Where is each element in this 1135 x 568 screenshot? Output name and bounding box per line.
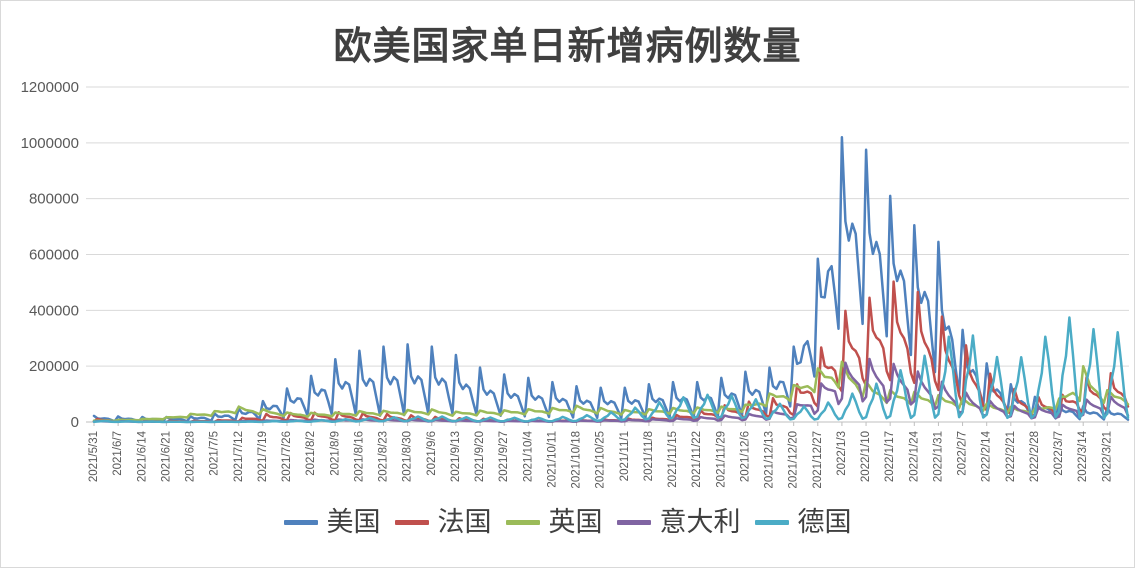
x-axis-tick-label: 2021/10/25: [595, 431, 607, 489]
x-axis-tick-label: 2021/12/13: [764, 431, 776, 489]
x-axis-tick-label: 2022/1/10: [860, 431, 872, 482]
chart-title: 欧美国家单日新增病例数量: [333, 26, 802, 68]
legend-item-italy: 意大利: [616, 507, 741, 537]
x-axis-tick-label: 2021/9/6: [426, 431, 438, 476]
x-axis-tick-label: 2021/11/1: [619, 431, 631, 481]
legend-item-germany: 德国: [754, 507, 852, 537]
y-axis-tick-label: 600000: [29, 247, 79, 264]
legend-label-uk: 英国: [548, 507, 603, 537]
legend-marker-uk: [505, 520, 540, 525]
y-axis-tick-label: 400000: [29, 302, 79, 319]
x-axis-tick-label: 2021/11/29: [715, 431, 727, 488]
x-axis-tick-label: 2021/11/8: [643, 431, 655, 481]
chart-legend: 美国 法国 英国 意大利 德国: [1, 509, 1134, 536]
legend-label-italy: 意大利: [659, 507, 741, 537]
x-axis-tick-label: 2021/9/13: [450, 431, 462, 482]
legend-item-usa: 美国: [283, 507, 381, 537]
y-axis-tick-label: 1200000: [21, 79, 79, 96]
x-axis-tick-label: 2022/3/14: [1077, 430, 1089, 482]
x-axis-tick-label: 2021/12/6: [739, 431, 751, 482]
y-axis-tick-label: 1000000: [21, 135, 79, 152]
y-axis-tick-label: 0: [71, 414, 79, 431]
x-axis-tick-label: 2022/2/28: [1029, 431, 1041, 482]
x-axis-tick-label: 2022/2/21: [1005, 431, 1017, 482]
x-axis-tick-label: 2021/11/15: [667, 431, 679, 488]
x-axis-tick-label: 2021/11/22: [691, 431, 703, 488]
x-axis-tick-label: 2021/6/7: [112, 431, 124, 476]
x-axis-tick-label: 2021/8/16: [353, 431, 365, 482]
x-axis-tick-label: 2022/2/14: [981, 430, 993, 482]
x-axis-tick-label: 2022/3/7: [1053, 431, 1065, 476]
x-axis-tick-label: 2022/1/17: [884, 431, 896, 482]
x-axis-tick-label: 2021/6/21: [160, 431, 172, 482]
x-axis-tick-label: 2021/8/9: [329, 431, 341, 476]
legend-item-uk: 英国: [505, 507, 603, 537]
x-axis-tick-label: 2021/10/11: [546, 431, 558, 488]
series-line-usa: [92, 136, 1130, 423]
legend-label-germany: 德国: [797, 507, 852, 537]
y-axis-tick-label: 200000: [29, 358, 79, 375]
x-axis-tick-label: 2021/6/14: [136, 430, 148, 482]
x-axis-tick-label: 2021/8/2: [305, 431, 317, 476]
x-axis-tick-label: 2022/2/7: [957, 431, 969, 476]
x-axis-tick-label: 2021/8/30: [402, 431, 414, 482]
x-axis-tick-label: 2021/7/12: [233, 431, 245, 482]
x-axis-tick-label: 2021/12/20: [788, 431, 800, 489]
x-axis-tick-label: 2022/3/21: [1101, 431, 1113, 482]
legend-label-france: 法国: [437, 507, 492, 537]
x-axis-tick-label: 2021/6/28: [185, 431, 197, 482]
x-axis-tick-label: 2021/8/23: [378, 431, 390, 482]
series-line-germany: [92, 316, 1130, 424]
x-axis-tick-label: 2022/1/3: [836, 431, 848, 476]
x-axis-tick-label: 2021/9/20: [474, 431, 486, 482]
x-axis-tick-label: 2022/1/31: [932, 431, 944, 482]
legend-item-france: 法国: [394, 507, 492, 537]
y-axis-tick-label: 800000: [29, 191, 79, 208]
x-axis-tick-label: 2021/9/27: [498, 431, 510, 482]
x-axis-tick-label: 2021/7/26: [281, 431, 293, 482]
legend-marker-germany: [754, 520, 789, 525]
legend-label-usa: 美国: [326, 507, 381, 537]
x-axis-tick-label: 2021/5/31: [88, 431, 100, 482]
legend-marker-italy: [616, 520, 651, 525]
x-axis-tick-label: 2021/7/19: [257, 431, 269, 482]
legend-marker-france: [394, 520, 429, 525]
x-axis-tick-label: 2021/10/18: [571, 431, 583, 489]
x-axis-tick-label: 2021/12/27: [812, 431, 824, 489]
legend-marker-usa: [283, 520, 318, 525]
x-axis-tick-label: 2021/10/4: [522, 430, 534, 482]
x-axis-tick-label: 2021/7/5: [209, 431, 221, 476]
x-axis-tick-label: 2022/1/24: [908, 430, 920, 482]
